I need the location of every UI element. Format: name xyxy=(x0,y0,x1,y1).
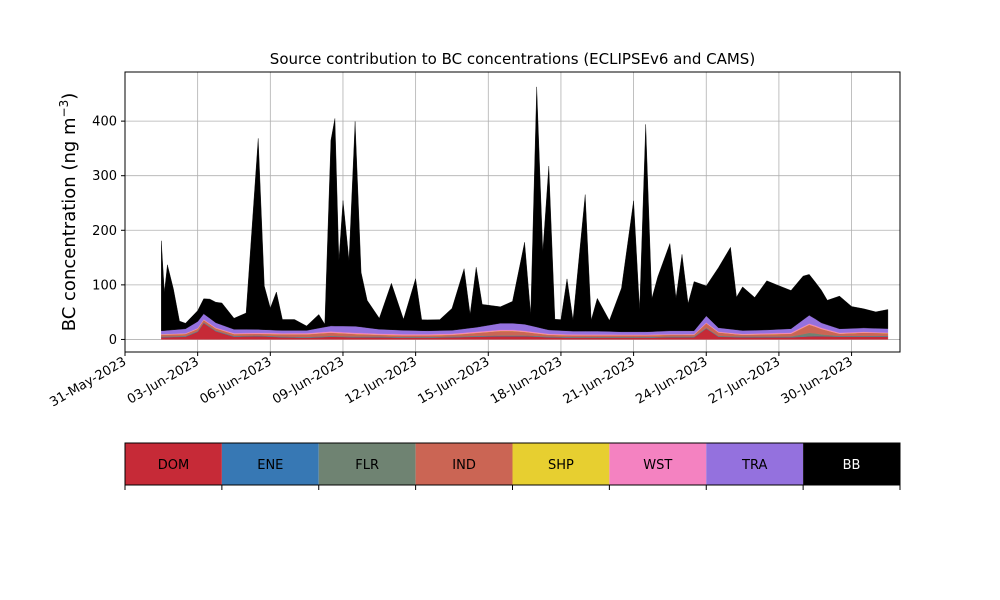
x-tick-label: 27-Jun-2023 xyxy=(706,354,783,407)
y-tick-label: 200 xyxy=(92,224,117,239)
legend-swatch-bb xyxy=(803,443,900,485)
x-tick-label: 21-Jun-2023 xyxy=(561,354,638,407)
y-tick-label: 0 xyxy=(109,333,117,348)
area-bb xyxy=(161,86,889,332)
y-tick-label: 400 xyxy=(92,115,117,130)
stacked-areas xyxy=(161,86,889,340)
x-tick-label: 31-May-2023 xyxy=(47,354,129,410)
legend-swatch-flr xyxy=(318,443,416,485)
x-tick-label: 06-Jun-2023 xyxy=(197,354,274,407)
x-tick-label: 09-Jun-2023 xyxy=(270,354,347,407)
legend-label-shp: SHP xyxy=(548,458,574,473)
x-tick-label: 12-Jun-2023 xyxy=(343,354,420,407)
legend-swatch-shp xyxy=(512,443,610,485)
x-tick-label: 18-Jun-2023 xyxy=(488,354,565,407)
legend-label-wst: WST xyxy=(643,458,672,473)
x-tick-label: 24-Jun-2023 xyxy=(633,354,710,407)
y-axis-label-superscript: −3 xyxy=(57,100,71,118)
y-tick-label: 100 xyxy=(92,278,117,293)
legend-swatch-dom xyxy=(125,443,222,485)
x-tick-label: 30-Jun-2023 xyxy=(779,354,856,407)
x-axis: 31-May-202303-Jun-202306-Jun-202309-Jun-… xyxy=(47,352,856,410)
plot-frame xyxy=(124,71,901,353)
y-axis-label: BC concentration (ng m−3) xyxy=(57,93,80,332)
legend-label-bb: BB xyxy=(843,458,861,473)
y-axis: 0 100 200 300 400 xyxy=(92,115,125,348)
legend-swatch-ind xyxy=(415,443,513,485)
legend-swatch-wst xyxy=(609,443,707,485)
legend-colorbar: DOM ENE FLR IND SHP WST TRA BB xyxy=(124,442,901,490)
legend-swatch-tra xyxy=(706,443,804,485)
x-tick-label: 15-Jun-2023 xyxy=(415,354,492,407)
legend-swatch-ene xyxy=(221,443,319,485)
y-axis-label-main: BC concentration (ng m xyxy=(59,117,80,331)
legend-label-flr: FLR xyxy=(355,458,379,473)
y-axis-label-close: ) xyxy=(59,93,80,100)
legend-label-dom: DOM xyxy=(158,458,189,473)
y-tick-label: 300 xyxy=(92,169,117,184)
legend-label-ene: ENE xyxy=(257,458,283,473)
x-tick-label: 03-Jun-2023 xyxy=(125,354,202,407)
chart-title: Source contribution to BC concentrations… xyxy=(270,50,755,68)
legend-label-tra: TRA xyxy=(741,458,767,473)
legend-label-ind: IND xyxy=(452,458,476,473)
